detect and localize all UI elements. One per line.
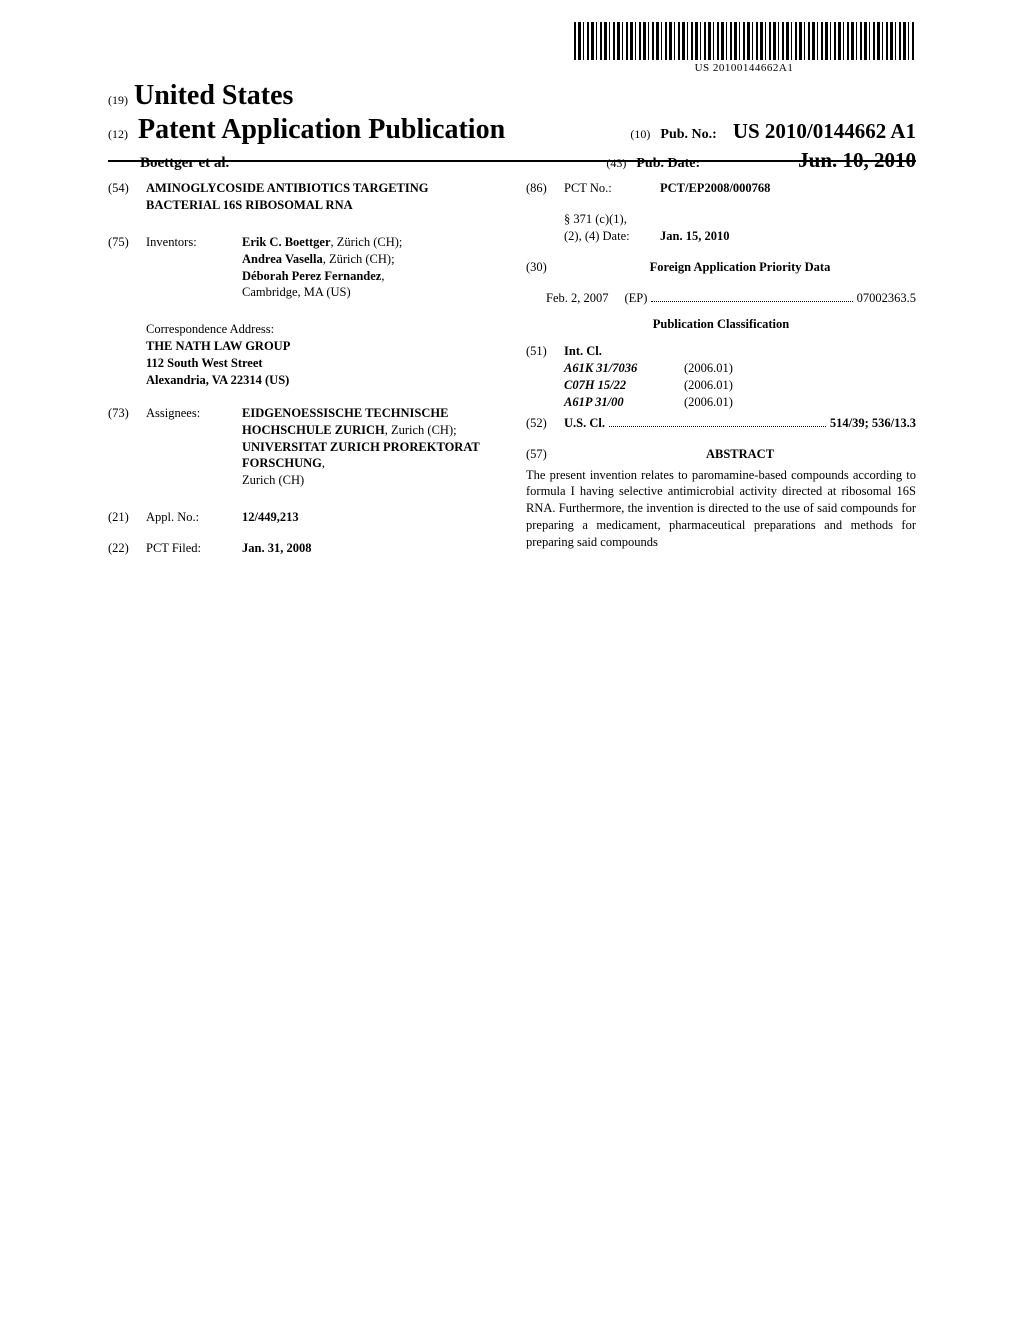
pctno-value: PCT/EP2008/000768 bbox=[660, 180, 916, 197]
left-column: (54) AMINOGLYCOSIDE ANTIBIOTICS TARGETIN… bbox=[108, 180, 498, 561]
authors-short: Boettger et al. bbox=[140, 155, 229, 171]
foreign-priority-country: (EP) bbox=[625, 290, 648, 307]
right-column: (86) PCT No.: PCT/EP2008/000768 § 371 (c… bbox=[526, 180, 916, 561]
code-52: (52) bbox=[526, 415, 564, 432]
barcode-block: US 20100144662A1 bbox=[574, 22, 914, 74]
dotted-leader-2 bbox=[609, 417, 826, 427]
invention-title: AMINOGLYCOSIDE ANTIBIOTICS TARGETING BAC… bbox=[146, 180, 498, 214]
pub-no-value: US 2010/0144662 A1 bbox=[733, 119, 916, 143]
intcl-code-1: C07H 15/22 bbox=[564, 377, 684, 394]
s371-date: Jan. 15, 2010 bbox=[660, 228, 916, 245]
applno-value: 12/449,213 bbox=[242, 509, 498, 526]
inventor-3-loc: , bbox=[381, 269, 384, 283]
code-10: (10) bbox=[630, 127, 650, 141]
inventor-2: Andrea Vasella bbox=[242, 252, 323, 266]
assignee-2: UNIVERSITAT ZURICH PROREKTORAT FORSCHUNG bbox=[242, 440, 480, 471]
inventor-3-loc2: Cambridge, MA (US) bbox=[242, 285, 351, 299]
correspondence-line1: THE NATH LAW GROUP bbox=[146, 338, 498, 355]
code-19: (19) bbox=[108, 93, 128, 108]
doc-type-title: Patent Application Publication bbox=[138, 114, 505, 145]
code-57: (57) bbox=[526, 446, 564, 463]
abstract-heading: ABSTRACT bbox=[564, 446, 916, 463]
abstract-text: The present invention relates to paromam… bbox=[526, 467, 916, 551]
code-21: (21) bbox=[108, 509, 146, 526]
pctfiled-label: PCT Filed: bbox=[146, 540, 242, 557]
barcode-text: US 20100144662A1 bbox=[574, 62, 914, 74]
body-columns: (54) AMINOGLYCOSIDE ANTIBIOTICS TARGETIN… bbox=[108, 180, 916, 561]
foreign-priority-number: 07002363.5 bbox=[857, 290, 916, 307]
inventors-label: Inventors: bbox=[146, 234, 242, 302]
inventor-2-loc: , Zürich (CH); bbox=[323, 252, 395, 266]
intcl-code-2: A61P 31/00 bbox=[564, 394, 684, 411]
pctfiled-value: Jan. 31, 2008 bbox=[242, 540, 498, 557]
intcl-ver-0: (2006.01) bbox=[684, 360, 733, 377]
inventor-1-loc: , Zürich (CH); bbox=[331, 235, 403, 249]
code-75: (75) bbox=[108, 234, 146, 302]
dotted-leader bbox=[651, 292, 852, 302]
correspondence-label: Correspondence Address: bbox=[146, 321, 498, 338]
uscl-value: 514/39; 536/13.3 bbox=[830, 415, 916, 432]
barcode-graphic bbox=[574, 22, 914, 60]
assignee-2-loc2: Zurich (CH) bbox=[242, 473, 304, 487]
intcl-label: Int. Cl. bbox=[564, 344, 602, 358]
code-54: (54) bbox=[108, 180, 146, 214]
intcl-ver-2: (2006.01) bbox=[684, 394, 733, 411]
foreign-priority-date: Feb. 2, 2007 bbox=[546, 290, 609, 307]
publication-classification-heading: Publication Classification bbox=[526, 316, 916, 333]
code-30: (30) bbox=[526, 259, 564, 276]
code-22: (22) bbox=[108, 540, 146, 557]
code-73: (73) bbox=[108, 405, 146, 489]
s371-line2: (2), (4) Date: bbox=[564, 229, 630, 243]
header-divider bbox=[108, 160, 916, 162]
applno-label: Appl. No.: bbox=[146, 509, 242, 526]
intcl-code-0: A61K 31/7036 bbox=[564, 360, 684, 377]
code-12: (12) bbox=[108, 127, 128, 141]
code-86: (86) bbox=[526, 180, 564, 197]
code-43: (43) bbox=[606, 156, 626, 170]
inventor-1: Erik C. Boettger bbox=[242, 235, 331, 249]
assignee-1-loc: , Zurich (CH); bbox=[385, 423, 457, 437]
uscl-label: U.S. Cl. bbox=[564, 415, 605, 432]
foreign-priority-heading: Foreign Application Priority Data bbox=[564, 259, 916, 276]
intcl-ver-1: (2006.01) bbox=[684, 377, 733, 394]
pub-date-label: Pub. Date: bbox=[636, 156, 700, 171]
correspondence-line3: Alexandria, VA 22314 (US) bbox=[146, 372, 498, 389]
pctno-label: PCT No.: bbox=[564, 180, 660, 197]
correspondence-line2: 112 South West Street bbox=[146, 355, 498, 372]
code-51: (51) bbox=[526, 343, 564, 411]
assignee-2-loc: , bbox=[322, 456, 325, 470]
s371-line1: § 371 (c)(1), bbox=[564, 212, 627, 226]
assignees-label: Assignees: bbox=[146, 405, 242, 489]
country-title: United States bbox=[134, 80, 293, 112]
pub-no-label: Pub. No.: bbox=[660, 127, 716, 142]
inventor-3: Déborah Perez Fernandez bbox=[242, 269, 381, 283]
